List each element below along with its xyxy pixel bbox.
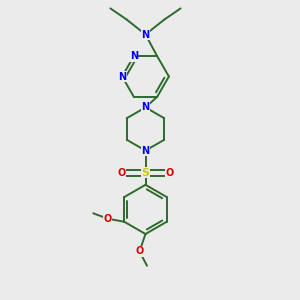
Text: O: O — [117, 167, 126, 178]
Text: N: N — [130, 51, 138, 61]
Text: O: O — [165, 167, 174, 178]
Text: N: N — [141, 29, 150, 40]
Text: N: N — [118, 71, 126, 82]
Text: O: O — [135, 246, 144, 256]
Text: N: N — [141, 102, 150, 112]
Text: N: N — [141, 146, 150, 156]
Text: S: S — [142, 167, 149, 178]
Text: O: O — [103, 214, 112, 224]
